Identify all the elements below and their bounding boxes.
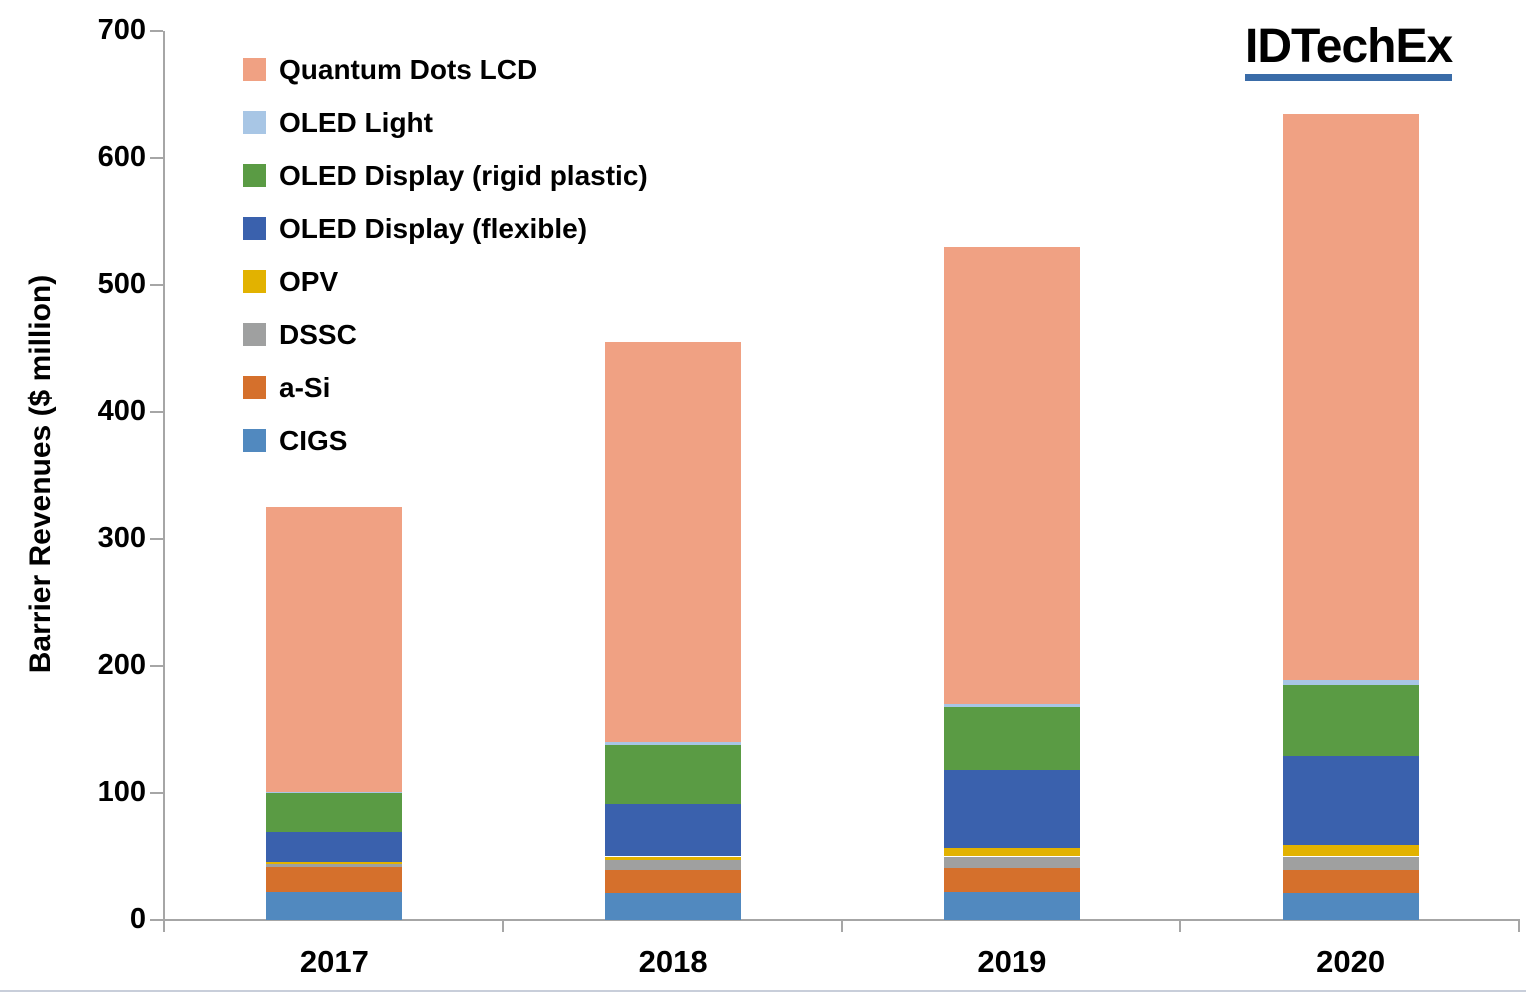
bar-segment-oled-display-flexible-2017 bbox=[266, 832, 403, 862]
legend-label-quantum-dots-lcd: Quantum Dots LCD bbox=[279, 53, 538, 85]
y-tick-label: 300 bbox=[97, 522, 146, 554]
bar-segment-oled-light-2018 bbox=[605, 742, 742, 745]
bar-segment-quantum-dots-lcd-2020 bbox=[1282, 113, 1419, 680]
bar-segment-cigs-2020 bbox=[1282, 893, 1419, 920]
legend-label-oled-display-rigid-plastic: OLED Display (rigid plastic) bbox=[279, 159, 648, 191]
y-tick-label: 400 bbox=[97, 395, 146, 427]
idtechex-logo-text: IDTechEx bbox=[1245, 20, 1453, 73]
x-tick-mark bbox=[163, 920, 165, 932]
y-axis-title: Barrier Revenues ($ million) bbox=[24, 274, 57, 674]
legend-label-dssc: DSSC bbox=[279, 318, 357, 350]
legend-label-opv: OPV bbox=[279, 265, 339, 297]
legend-label-oled-display-flexible: OLED Display (flexible) bbox=[279, 212, 588, 244]
bar-segment-opv-2020 bbox=[1282, 845, 1419, 857]
bar-segment-cigs-2017 bbox=[266, 892, 403, 920]
x-tick-mark bbox=[501, 920, 504, 932]
legend-item-dssc: DSSC bbox=[243, 308, 648, 361]
bar-segment-a-si-2017 bbox=[266, 866, 403, 893]
bar-segment-oled-display-flexible-2020 bbox=[1282, 756, 1419, 846]
y-tick-mark bbox=[150, 538, 163, 540]
bar-segment-a-si-2019 bbox=[943, 867, 1080, 893]
bar-segment-dssc-2018 bbox=[605, 860, 742, 871]
bar-segment-oled-light-2017 bbox=[266, 791, 403, 793]
bar-segment-dssc-2019 bbox=[943, 856, 1080, 868]
legend-swatch-dssc bbox=[243, 323, 266, 346]
y-tick-label: 0 bbox=[129, 903, 146, 935]
x-category-label-2019: 2019 bbox=[977, 944, 1047, 979]
bar-segment-oled-display-flexible-2018 bbox=[605, 804, 742, 857]
legend-swatch-oled-light bbox=[243, 111, 266, 134]
bar-segment-oled-display-flexible-2019 bbox=[943, 770, 1080, 848]
x-category-label-2018: 2018 bbox=[638, 944, 708, 979]
bar-segment-dssc-2020 bbox=[1282, 856, 1419, 871]
legend-label-oled-light: OLED Light bbox=[279, 106, 433, 138]
legend-swatch-a-si bbox=[243, 376, 266, 399]
legend-swatch-cigs bbox=[243, 429, 266, 452]
legend-label-a-si: a-Si bbox=[279, 371, 331, 403]
idtechex-logo: IDTechEx bbox=[1245, 20, 1453, 81]
legend-item-a-si: a-Si bbox=[243, 361, 648, 414]
bar-segment-a-si-2018 bbox=[605, 870, 742, 894]
y-tick-label: 200 bbox=[97, 649, 146, 681]
y-tick-label: 100 bbox=[97, 776, 146, 808]
bar-segment-quantum-dots-lcd-2017 bbox=[266, 507, 403, 792]
bar-segment-quantum-dots-lcd-2019 bbox=[943, 246, 1080, 705]
x-tick-mark bbox=[840, 920, 843, 932]
y-tick-mark bbox=[150, 665, 163, 667]
y-axis-line bbox=[163, 31, 165, 921]
x-category-label-2017: 2017 bbox=[299, 944, 369, 979]
bar-segment-oled-display-rigid-plastic-2017 bbox=[266, 793, 403, 833]
bar-segment-oled-display-rigid-plastic-2019 bbox=[943, 706, 1080, 771]
y-tick-mark bbox=[150, 411, 163, 413]
bar-segment-quantum-dots-lcd-2018 bbox=[605, 342, 742, 743]
bottom-divider bbox=[0, 990, 1526, 992]
x-tick-mark bbox=[1518, 920, 1520, 932]
y-tick-label: 500 bbox=[97, 268, 146, 300]
y-tick-mark bbox=[150, 284, 163, 286]
bar-segment-oled-display-rigid-plastic-2018 bbox=[605, 744, 742, 805]
y-tick-label: 600 bbox=[97, 141, 146, 173]
y-tick-mark bbox=[150, 30, 163, 32]
bar-segment-dssc-2017 bbox=[266, 864, 403, 867]
legend-item-oled-light: OLED Light bbox=[243, 96, 648, 149]
legend-swatch-oled-display-flexible bbox=[243, 217, 266, 240]
x-tick-mark bbox=[1179, 920, 1182, 932]
y-tick-mark bbox=[150, 157, 163, 159]
bar-segment-a-si-2020 bbox=[1282, 870, 1419, 894]
bar-segment-oled-light-2019 bbox=[943, 704, 1080, 707]
y-tick-label: 700 bbox=[97, 14, 146, 46]
legend: Quantum Dots LCD OLED Light OLED Display (… bbox=[243, 43, 648, 467]
bar-segment-opv-2017 bbox=[266, 861, 403, 865]
bar-segment-cigs-2019 bbox=[943, 892, 1080, 920]
bar-segment-cigs-2018 bbox=[605, 893, 742, 920]
y-tick-mark bbox=[150, 792, 163, 794]
legend-item-oled-display-rigid-plastic: OLED Display (rigid plastic) bbox=[243, 149, 648, 202]
bar-segment-oled-light-2020 bbox=[1282, 679, 1419, 686]
legend-item-cigs: CIGS bbox=[243, 414, 648, 467]
bar-segment-opv-2019 bbox=[943, 847, 1080, 857]
legend-swatch-opv bbox=[243, 270, 266, 293]
legend-label-cigs: CIGS bbox=[279, 424, 348, 456]
legend-item-opv: OPV bbox=[243, 255, 648, 308]
legend-item-oled-display-flexible: OLED Display (flexible) bbox=[243, 202, 648, 255]
legend-item-quantum-dots-lcd: Quantum Dots LCD bbox=[243, 43, 648, 96]
y-tick-mark bbox=[150, 919, 163, 921]
legend-swatch-quantum-dots-lcd bbox=[243, 58, 266, 81]
legend-swatch-oled-display-rigid-plastic bbox=[243, 164, 266, 187]
bar-segment-oled-display-rigid-plastic-2020 bbox=[1282, 685, 1419, 757]
bar-segment-opv-2018 bbox=[605, 856, 742, 861]
x-category-label-2020: 2020 bbox=[1316, 944, 1386, 979]
